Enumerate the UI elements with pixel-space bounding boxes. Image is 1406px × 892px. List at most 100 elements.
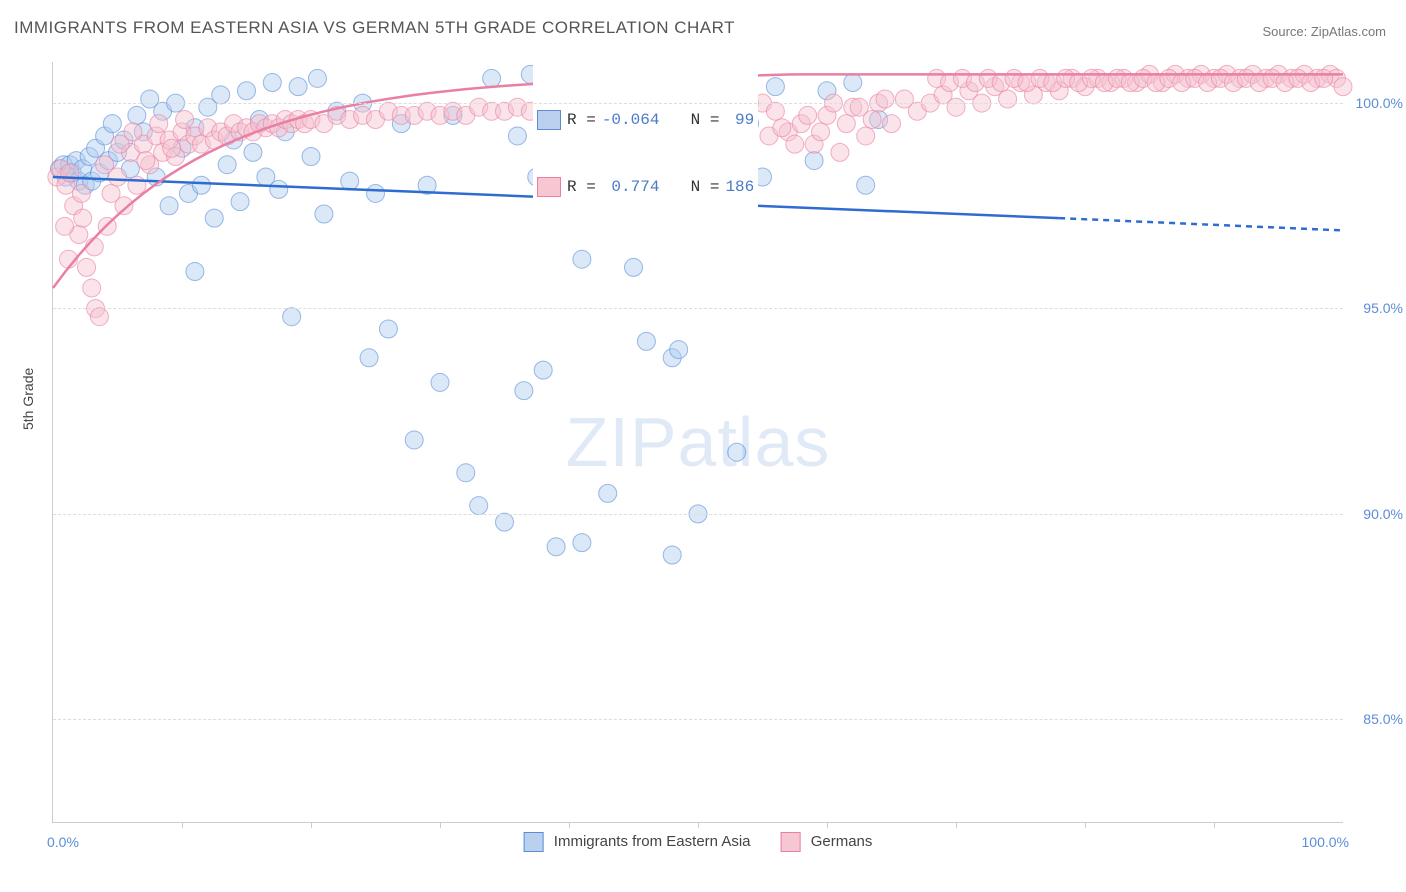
scatter-point [244, 143, 262, 161]
scatter-point [876, 90, 894, 108]
x-axis-min-label: 0.0% [47, 834, 79, 850]
scatter-point [176, 111, 194, 129]
scatter-point [766, 78, 784, 96]
scatter-point [534, 361, 552, 379]
legend-label-series2: Germans [811, 833, 873, 850]
scatter-point [547, 538, 565, 556]
scatter-point [83, 279, 101, 297]
scatter-point [1334, 78, 1352, 96]
stats-box: R = -0.064 N = 99 R = 0.774 N = 186 [533, 62, 758, 245]
gridline [53, 514, 1343, 515]
x-tick [182, 822, 183, 828]
scatter-point [302, 147, 320, 165]
scatter-point [90, 308, 108, 326]
scatter-point [766, 102, 784, 120]
scatter-point [405, 431, 423, 449]
scatter-point [663, 546, 681, 564]
scatter-point [812, 123, 830, 141]
gridline [53, 103, 1343, 104]
scatter-point [56, 217, 74, 235]
scatter-point [515, 382, 533, 400]
bottom-legend: Immigrants from Eastern Asia Germans [524, 832, 873, 852]
x-tick [569, 822, 570, 828]
scatter-point [109, 168, 127, 186]
scatter-point [483, 69, 501, 87]
scatter-point [999, 90, 1017, 108]
legend-swatch-series1 [524, 832, 544, 852]
scatter-point [205, 209, 223, 227]
scatter-point [74, 209, 92, 227]
scatter-point [457, 464, 475, 482]
scatter-point [72, 184, 90, 202]
scatter-point [137, 152, 155, 170]
stats-swatch-series1 [537, 110, 561, 130]
legend-swatch-series2 [781, 832, 801, 852]
stats-row-series2: R = 0.774 N = 186 [537, 176, 754, 198]
scatter-point [308, 69, 326, 87]
x-tick [827, 822, 828, 828]
scatter-point [218, 156, 236, 174]
scatter-point [379, 320, 397, 338]
scatter-point [786, 135, 804, 153]
gridline [53, 719, 1343, 720]
x-tick [1214, 822, 1215, 828]
scatter-point [212, 86, 230, 104]
scatter-point [341, 172, 359, 190]
scatter-point [470, 497, 488, 515]
gridline [53, 308, 1343, 309]
scatter-point [163, 139, 181, 157]
scatter-point [947, 98, 965, 116]
scatter-point [315, 205, 333, 223]
scatter-point [160, 197, 178, 215]
scatter-point [186, 263, 204, 281]
scatter-point [728, 443, 746, 461]
trend-line-series1-dashed [1059, 218, 1343, 230]
source-label: Source: ZipAtlas.com [1262, 24, 1386, 39]
scatter-point [508, 127, 526, 145]
scatter-point [625, 258, 643, 276]
scatter-point [773, 119, 791, 137]
scatter-point [573, 250, 591, 268]
legend-label-series1: Immigrants from Eastern Asia [554, 833, 751, 850]
stats-swatch-series2 [537, 177, 561, 197]
chart-title: IMMIGRANTS FROM EASTERN ASIA VS GERMAN 5… [14, 18, 735, 38]
scatter-point [128, 106, 146, 124]
stats-row-series1: R = -0.064 N = 99 [537, 109, 754, 131]
plot-area: ZIPatlas R = -0.064 N = 99 R = 0.774 N =… [52, 62, 1343, 823]
scatter-point [837, 115, 855, 133]
scatter-point [283, 308, 301, 326]
scatter-point [883, 115, 901, 133]
scatter-point [150, 115, 168, 133]
y-tick-label: 100.0% [1356, 95, 1403, 111]
y-axis-label: 5th Grade [20, 368, 36, 430]
scatter-point [231, 193, 249, 211]
x-tick [311, 822, 312, 828]
scatter-point [238, 82, 256, 100]
scatter-point [857, 127, 875, 145]
scatter-point [573, 534, 591, 552]
scatter-point [599, 484, 617, 502]
scatter-point [431, 373, 449, 391]
x-tick [1085, 822, 1086, 828]
scatter-point [637, 332, 655, 350]
scatter-point [78, 258, 96, 276]
scatter-point [289, 78, 307, 96]
x-tick [440, 822, 441, 828]
scatter-point [831, 143, 849, 161]
scatter-point [805, 152, 823, 170]
x-tick [956, 822, 957, 828]
scatter-point [799, 106, 817, 124]
scatter-point [670, 341, 688, 359]
legend-item-series2: Germans [781, 832, 873, 852]
y-tick-label: 90.0% [1363, 506, 1403, 522]
scatter-point [863, 111, 881, 129]
scatter-point [124, 123, 142, 141]
scatter-point [270, 180, 288, 198]
scatter-point [1315, 69, 1333, 87]
scatter-point [360, 349, 378, 367]
y-tick-label: 85.0% [1363, 711, 1403, 727]
scatter-point [263, 74, 281, 92]
scatter-point [844, 74, 862, 92]
scatter-point [857, 176, 875, 194]
scatter-point [103, 115, 121, 133]
